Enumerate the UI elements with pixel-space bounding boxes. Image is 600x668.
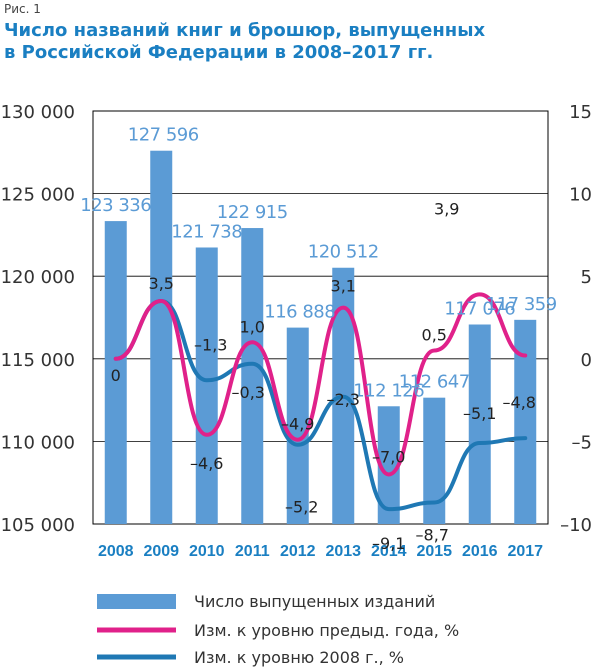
prev-year-value-label: 0,5 (422, 326, 447, 345)
x-axis-tick-label: 2011 (235, 543, 270, 560)
right-axis-tick-label: 15 (569, 102, 592, 123)
right-axis-tick-label: 5 (581, 267, 592, 288)
vs-2008-value-label: –8,7 (416, 526, 449, 545)
bar (377, 406, 400, 524)
x-axis-tick-label: 2014 (371, 543, 407, 560)
left-axis-tick-label: 115 000 (1, 350, 75, 371)
bar-value-label: 122 915 (217, 202, 288, 223)
vs-2008-value-label: –1,3 (194, 335, 227, 354)
figure-label: Рис. 1 (4, 2, 41, 16)
vs-2008-value-label: –5,2 (285, 498, 318, 517)
right-axis-tick-label: –10 (560, 515, 592, 536)
chart-title-line-2: в Российской Федерации в 2008–2017 гг. (4, 42, 434, 63)
vs-2008-value-label: –5,1 (463, 404, 496, 423)
x-axis-tick-label: 2015 (416, 543, 452, 560)
bar (468, 324, 491, 524)
prev-year-value-label: 3,1 (331, 277, 356, 296)
vs-2008-value-label: –4,8 (503, 393, 536, 412)
series-line-prev-year (113, 292, 528, 477)
chart-title: Число названий книг и брошюр, выпущенных… (4, 20, 564, 64)
x-axis-tick-label: 2009 (143, 543, 179, 560)
prev-year-value-label: –4,9 (281, 415, 314, 434)
x-axis-tick-label: 2012 (280, 543, 316, 560)
x-axis-tick-label: 2016 (462, 543, 498, 560)
bar (195, 247, 218, 525)
left-axis-tick-label: 120 000 (1, 267, 75, 288)
bar-value-label: 120 512 (308, 242, 379, 263)
chart-title-line-1: Число названий книг и брошюр, выпущенных (4, 20, 486, 41)
vs-2008-value-label: –2,3 (327, 390, 360, 409)
vs-2008-value-label: –0,3 (232, 383, 265, 402)
x-axis-tick-label: 2008 (98, 543, 134, 560)
bar-value-label: 112 126 (353, 380, 424, 401)
legend-label: Изм. к уровню 2008 г., % (194, 648, 404, 667)
right-axis-tick-label: –5 (572, 432, 592, 453)
bar-value-label: 127 596 (128, 125, 199, 146)
bar (286, 327, 309, 524)
bar (514, 319, 537, 524)
bar-value-label: 117 076 (444, 299, 515, 320)
prev-year-value-label: 3,9 (434, 199, 459, 218)
prev-year-value-label: 0 (111, 366, 121, 385)
prev-year-value-label: –7,0 (372, 447, 405, 466)
x-axis-tick-label: 2013 (325, 543, 361, 560)
bar-value-label: 121 738 (171, 221, 242, 242)
bar (241, 228, 264, 525)
right-axis-tick-label: 10 (569, 185, 592, 206)
legend-label: Число выпущенных изданий (194, 592, 435, 611)
bar-value-label: 123 336 (80, 195, 151, 216)
x-axis-tick-label: 2010 (189, 543, 225, 560)
bar-value-label: 116 888 (264, 302, 335, 323)
bar (423, 397, 446, 524)
prev-year-value-label: –4,6 (190, 454, 223, 473)
prev-year-value-label: 1,0 (240, 317, 265, 336)
bar (104, 221, 127, 524)
right-axis-tick-label: 0 (581, 350, 592, 371)
left-axis-tick-label: 130 000 (1, 102, 75, 123)
bar-value-label: 112 647 (399, 372, 470, 393)
bar (150, 150, 173, 524)
left-axis-tick-label: 105 000 (1, 515, 75, 536)
plot-frame (92, 110, 549, 525)
legend-swatch-bars (97, 594, 176, 609)
x-axis-tick-label: 2017 (507, 543, 543, 560)
prev-year-value-label: 3,5 (149, 274, 174, 293)
vs-2008-value-label: –9,1 (372, 534, 405, 553)
left-axis-tick-label: 110 000 (1, 432, 75, 453)
legend-label: Изм. к уровню предыд. года, % (194, 621, 459, 640)
left-axis-tick-label: 125 000 (1, 185, 75, 206)
bar-value-label: 117 359 (486, 294, 557, 315)
series-line-vs-2008 (113, 298, 528, 512)
